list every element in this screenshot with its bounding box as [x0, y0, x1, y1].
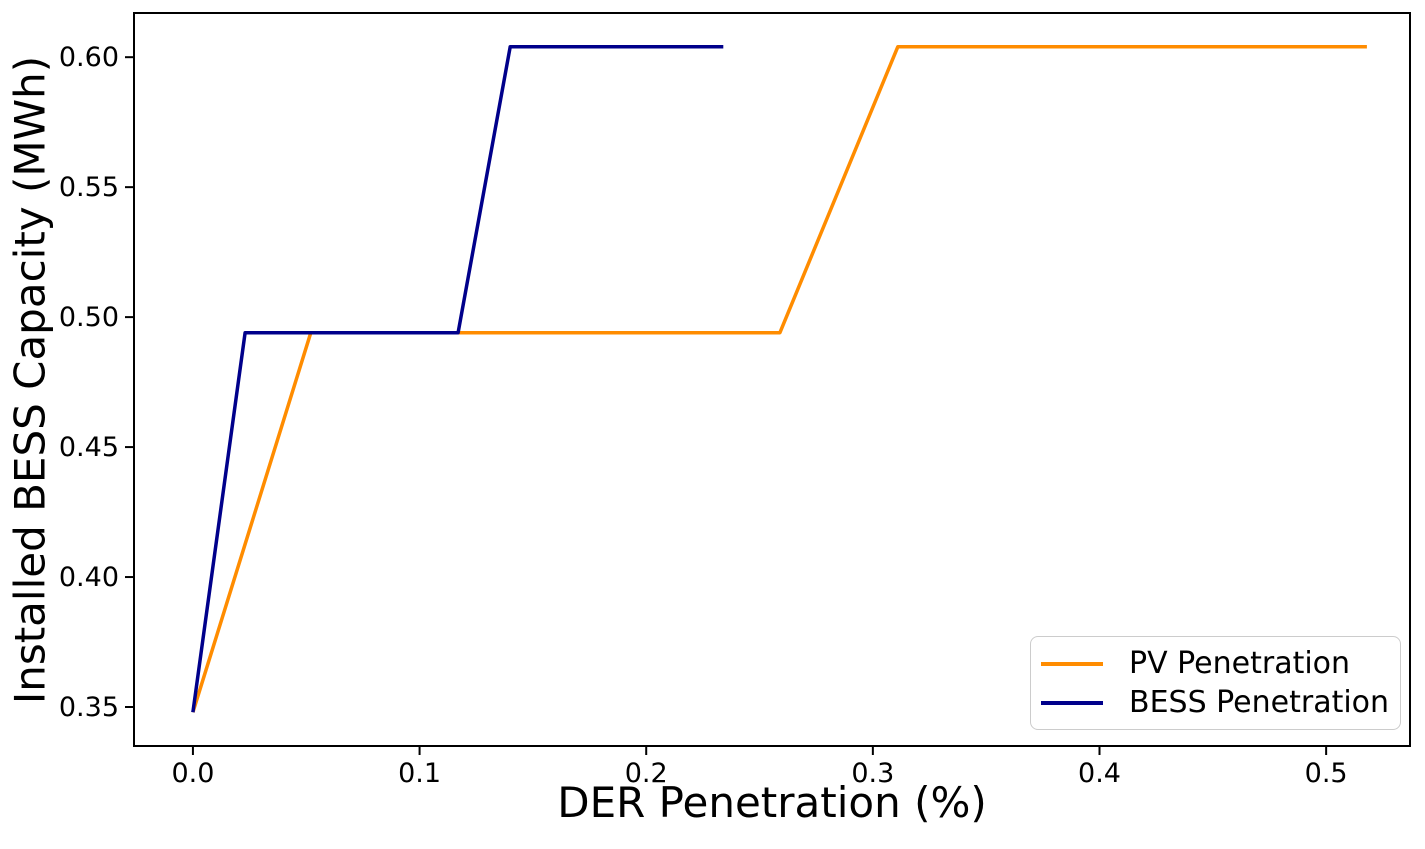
- y-tick-label: 0.55: [59, 172, 119, 203]
- legend-item-bess: BESS Penetration: [1041, 684, 1390, 720]
- x-tick-label: 0.3: [851, 758, 894, 789]
- y-tick-label: 0.35: [59, 692, 119, 723]
- y-tick-label: 0.40: [59, 562, 119, 593]
- x-tick-label: 0.5: [1305, 758, 1348, 789]
- series-line: [191, 45, 1367, 713]
- y-tick-label: 0.60: [59, 42, 119, 73]
- y-axis-title: Installed BESS Capacity (MWh): [5, 55, 55, 705]
- x-axis-title: DER Penetration (%): [557, 778, 987, 827]
- legend-line-swatch-pv: [1041, 661, 1103, 666]
- y-tick-label: 0.50: [59, 302, 119, 333]
- series-line: [191, 45, 724, 713]
- y-tick-label: 0.45: [59, 432, 119, 463]
- legend: PV Penetration BESS Penetration: [1030, 636, 1401, 730]
- legend-line-swatch-bess: [1041, 700, 1103, 705]
- legend-label-bess: BESS Penetration: [1129, 684, 1390, 720]
- legend-label-pv: PV Penetration: [1129, 645, 1351, 681]
- x-tick-label: 0.0: [171, 758, 214, 789]
- axes-frame: [133, 12, 1411, 747]
- legend-item-pv: PV Penetration: [1041, 645, 1390, 681]
- y-axis-ticks: 0.35 0.40 0.45 0.50 0.55 0.60: [59, 42, 134, 723]
- x-tick-label: 0.2: [625, 758, 668, 789]
- x-tick-label: 0.1: [398, 758, 441, 789]
- x-tick-label: 0.4: [1078, 758, 1121, 789]
- x-axis-ticks: 0.0 0.1 0.2 0.3 0.4 0.5: [171, 746, 1348, 789]
